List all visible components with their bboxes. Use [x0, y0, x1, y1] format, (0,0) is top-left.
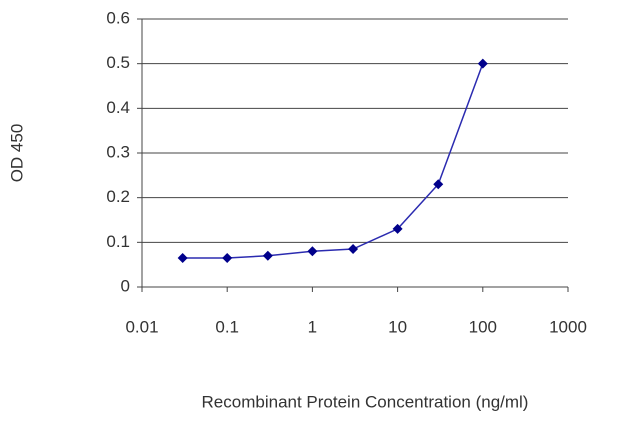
data-point [262, 250, 273, 261]
data-point [392, 223, 403, 234]
y-tick-label: 0.2 [106, 187, 130, 206]
x-tick-label: 0.01 [125, 317, 158, 336]
data-point [222, 252, 233, 263]
data-point [307, 246, 318, 257]
data-line [182, 63, 484, 259]
y-axis-label: OD 450 [7, 124, 26, 183]
data-point [477, 58, 488, 69]
data-point [177, 252, 188, 263]
x-axis-label: Recombinant Protein Concentration (ng/ml… [202, 392, 529, 411]
data-point [348, 244, 359, 255]
data-point [433, 179, 444, 190]
x-tick-label: 10 [388, 317, 407, 336]
x-tick-label: 1 [308, 317, 317, 336]
y-tick-label: 0.1 [106, 232, 130, 251]
y-tick-label: 0.5 [106, 53, 130, 72]
y-tick-label: 0.4 [106, 98, 130, 117]
y-tick-label: 0 [121, 276, 130, 295]
y-tick-label: 0.3 [106, 142, 130, 161]
x-tick-label: 100 [469, 317, 497, 336]
x-tick-label: 1000 [549, 317, 587, 336]
y-tick-label: 0.6 [106, 8, 130, 27]
x-tick-label: 0.1 [215, 317, 239, 336]
